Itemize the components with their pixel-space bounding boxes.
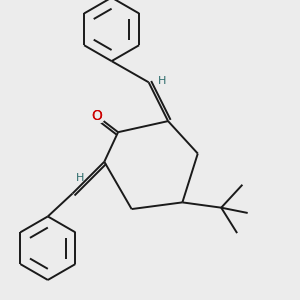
Text: H: H: [158, 76, 166, 85]
Text: O: O: [92, 109, 102, 123]
Text: H: H: [75, 172, 84, 183]
Text: O: O: [92, 109, 102, 123]
